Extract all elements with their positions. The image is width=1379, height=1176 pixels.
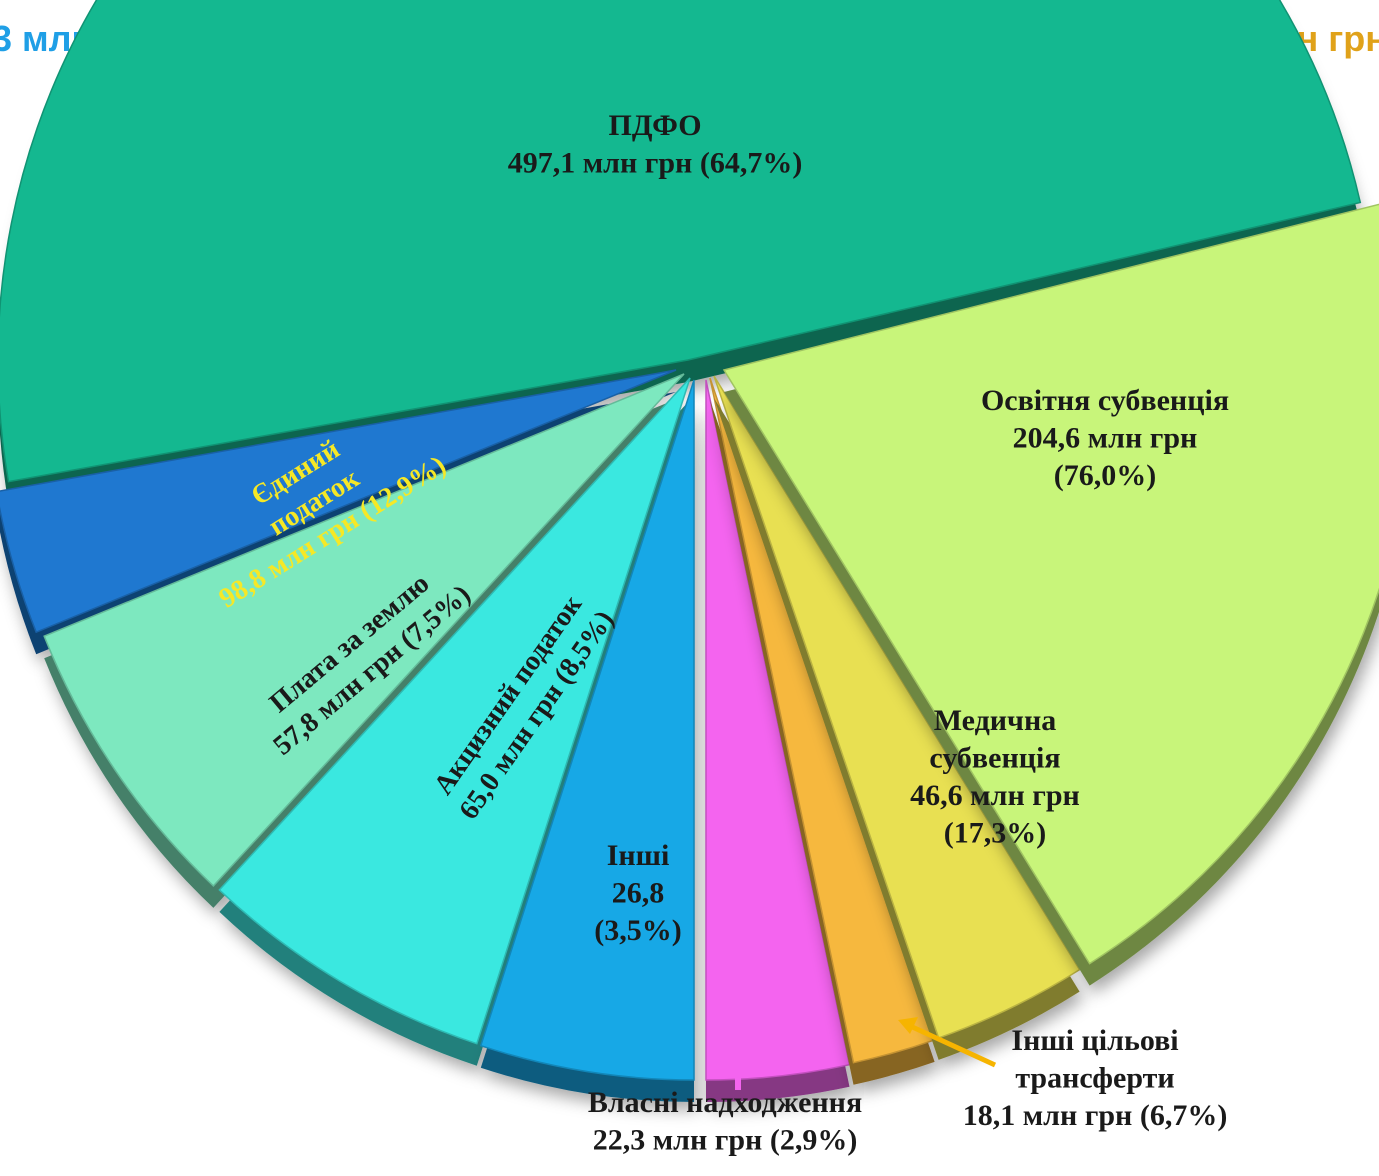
slice-єдиний-податок [0,369,677,634]
label-освітня-субвенція: Освітня субвенція 204,6 млн грн (76,0%) [981,384,1229,492]
slice-освітня-субвенція [722,203,1379,965]
slice-пдфо [0,0,1362,483]
label-медична-субвенція: Медична субвенція 46,6 млн грн (17,3%) [910,704,1080,850]
label-інші-цільові-трансферти: Інші цільові трансферти 18,1 млн грн (6,7%… [963,1024,1228,1132]
arrow-other-transfers [898,1017,997,1068]
pie-slices [0,0,1379,1102]
label-інші: Інші 26,8 (3,5%) [594,839,681,947]
arrow-own-revenue [726,1040,750,1090]
slice-інші [479,379,695,1081]
label-пдфо: ПДФО 497,1 млн грн (64,7%) [508,109,803,180]
slice-плата-за-землю [43,373,685,887]
label-власні-надходження: Власні надходження 22,3 млн грн (2,9%) [588,1086,862,1157]
slice-акцизний-податок [218,377,691,1045]
